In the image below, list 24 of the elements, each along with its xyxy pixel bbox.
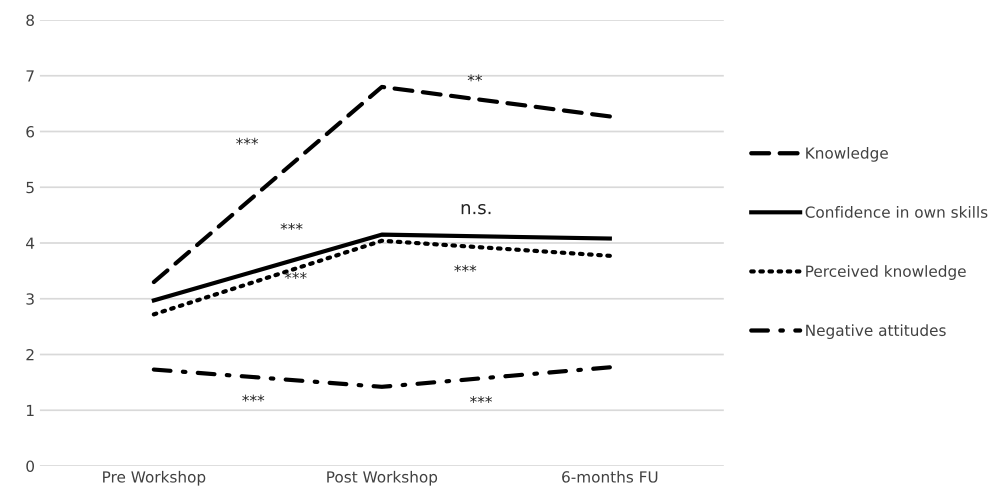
y-tick-label: 2 (26, 348, 34, 360)
x-tick-label: Post Workshop (327, 470, 438, 486)
legend-label: Perceived knowledge (806, 265, 966, 280)
x-tick-label: 6-months FU (562, 470, 658, 483)
annotation: *** (280, 222, 303, 230)
annotation: *** (236, 138, 258, 145)
y-tick-label: 1 (26, 404, 34, 416)
legend-label: Knowledge (806, 146, 888, 162)
annotation: n.s. (462, 204, 490, 214)
y-tick-label: 3 (26, 293, 34, 305)
y-tick-label: 7 (26, 70, 34, 82)
x-tick-label: Pre Workshop (103, 470, 206, 486)
annotation: *** (454, 264, 476, 272)
annotation: *** (242, 394, 264, 402)
y-tick-label: 0 (26, 460, 34, 472)
y-tick-label: 6 (26, 126, 34, 138)
y-tick-label: 8 (26, 14, 34, 26)
y-tick-label: 5 (26, 182, 34, 194)
legend-label: Negative attitudes (806, 324, 946, 340)
y-tick-label: 4 (26, 238, 34, 249)
annotation: ** (468, 74, 482, 82)
legend-label: Confidence in own skills (806, 206, 988, 218)
annotation: *** (284, 272, 307, 279)
annotation: *** (470, 396, 492, 403)
